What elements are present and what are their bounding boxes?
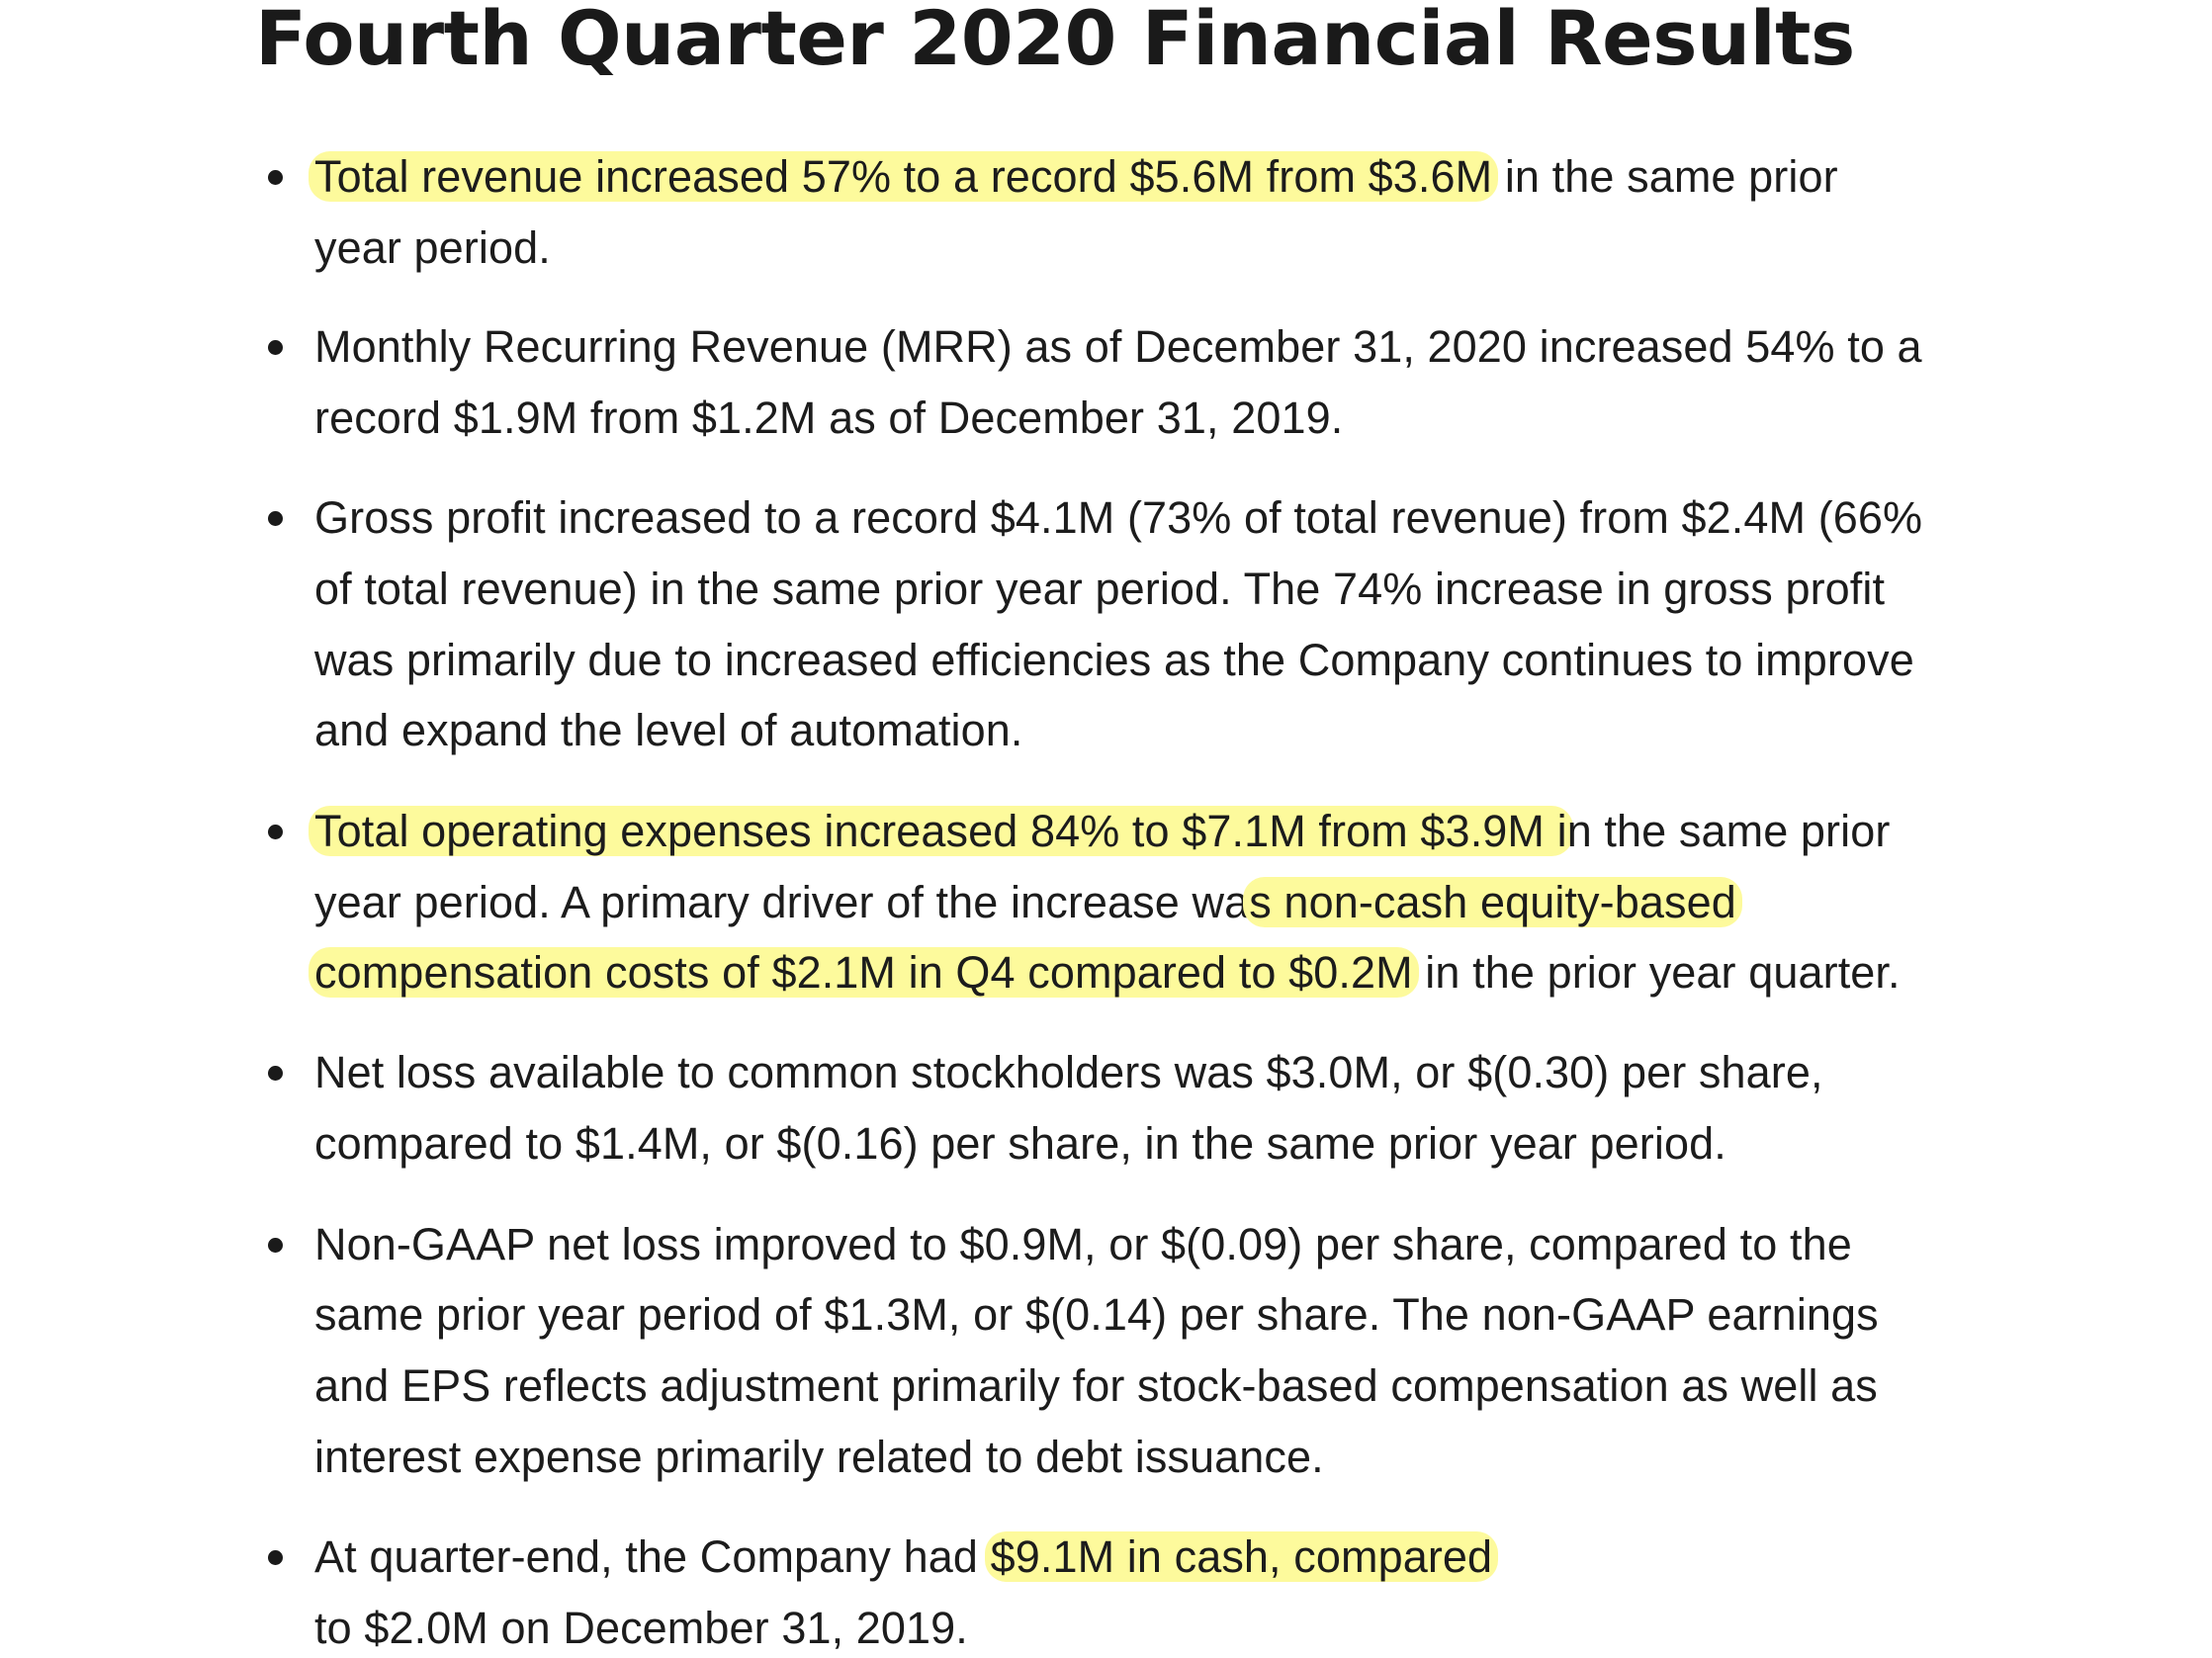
bullet-marker [268,1066,283,1081]
body-text: record $1.9M from $1.2M as of December 3… [314,393,1344,443]
page-title: Fourth Quarter 2020 Financial Results [255,0,1855,82]
body-text: interest expense primarily related to de… [314,1432,1324,1482]
body-text: in the prior year quarter. [1412,947,1901,998]
bullet-text-line: compensation costs of $2.1M in Q4 compar… [309,946,1901,1000]
bullet-text-line: compared to $1.4M, or $(0.16) per share,… [314,1117,1726,1171]
body-text: and EPS reflects adjustment primarily fo… [314,1360,1878,1411]
bullet-text-line: and expand the level of automation. [314,704,1023,757]
bullet-text-line: Net loss available to common stockholder… [314,1046,1823,1099]
bullet-marker [268,825,283,839]
bullet-text-line: and EPS reflects adjustment primarily fo… [314,1359,1878,1413]
body-text: Gross profit increased to a record $4.1M… [314,492,1923,543]
body-text: in the same prior [1492,151,1838,202]
bullet-text-line: year period. A primary driver of the inc… [314,876,1742,929]
bullet-marker [268,511,283,526]
highlighted-text: s non-cash equity-based [1243,877,1742,927]
bullet-text-line: to $2.0M on December 31, 2019. [314,1602,968,1655]
bullet-text-line: Total revenue increased 57% to a record … [309,150,1838,204]
bullet-text-line: Gross profit increased to a record $4.1M… [314,491,1922,545]
bullet-text-line: Total operating expenses increased 84% t… [309,805,1891,858]
body-text: At quarter-end, the Company had [314,1531,991,1582]
bullet-text-line: At quarter-end, the Company had $9.1M in… [314,1530,1499,1584]
bullet-text-line: Monthly Recurring Revenue (MRR) as of De… [314,320,1922,374]
bullet-marker [268,340,283,355]
body-text: was primarily due to increased efficienc… [314,635,1914,685]
highlighted-text: compensation costs of $2.1M in Q4 compar… [309,947,1419,998]
bullet-text-line: interest expense primarily related to de… [314,1431,1324,1484]
body-text: n the same prior [1566,806,1891,856]
body-text: to $2.0M on December 31, 2019. [314,1603,968,1653]
body-text: year period. A primary driver of the inc… [314,877,1250,927]
bullet-text-line: of total revenue) in the same prior year… [314,563,1885,616]
bullet-marker [268,1550,283,1565]
bullet-marker [268,1238,283,1253]
body-text: same prior year period of $1.3M, or $(0.… [314,1289,1879,1340]
body-text: of total revenue) in the same prior year… [314,564,1886,614]
body-text: year period. [314,222,551,273]
body-text: Monthly Recurring Revenue (MRR) as of De… [314,321,1922,372]
bullet-text-line: was primarily due to increased efficienc… [314,634,1914,687]
highlighted-text: Total operating expenses increased 84% t… [309,806,1573,856]
bullet-text-line: record $1.9M from $1.2M as of December 3… [314,392,1343,445]
body-text: Non-GAAP net loss improved to $0.9M, or … [314,1219,1852,1269]
body-text: compared to $1.4M, or $(0.16) per share,… [314,1118,1726,1169]
highlighted-text: Total revenue increased 57% to a record … [309,151,1499,202]
bullet-text-line: Non-GAAP net loss improved to $0.9M, or … [314,1218,1852,1271]
bullet-marker [268,170,283,185]
body-text: Net loss available to common stockholder… [314,1047,1823,1097]
bullet-text-line: same prior year period of $1.3M, or $(0.… [314,1288,1879,1342]
highlighted-text: $9.1M in cash, compared [984,1531,1499,1582]
body-text: and expand the level of automation. [314,705,1023,755]
bullet-text-line: year period. [314,221,551,275]
